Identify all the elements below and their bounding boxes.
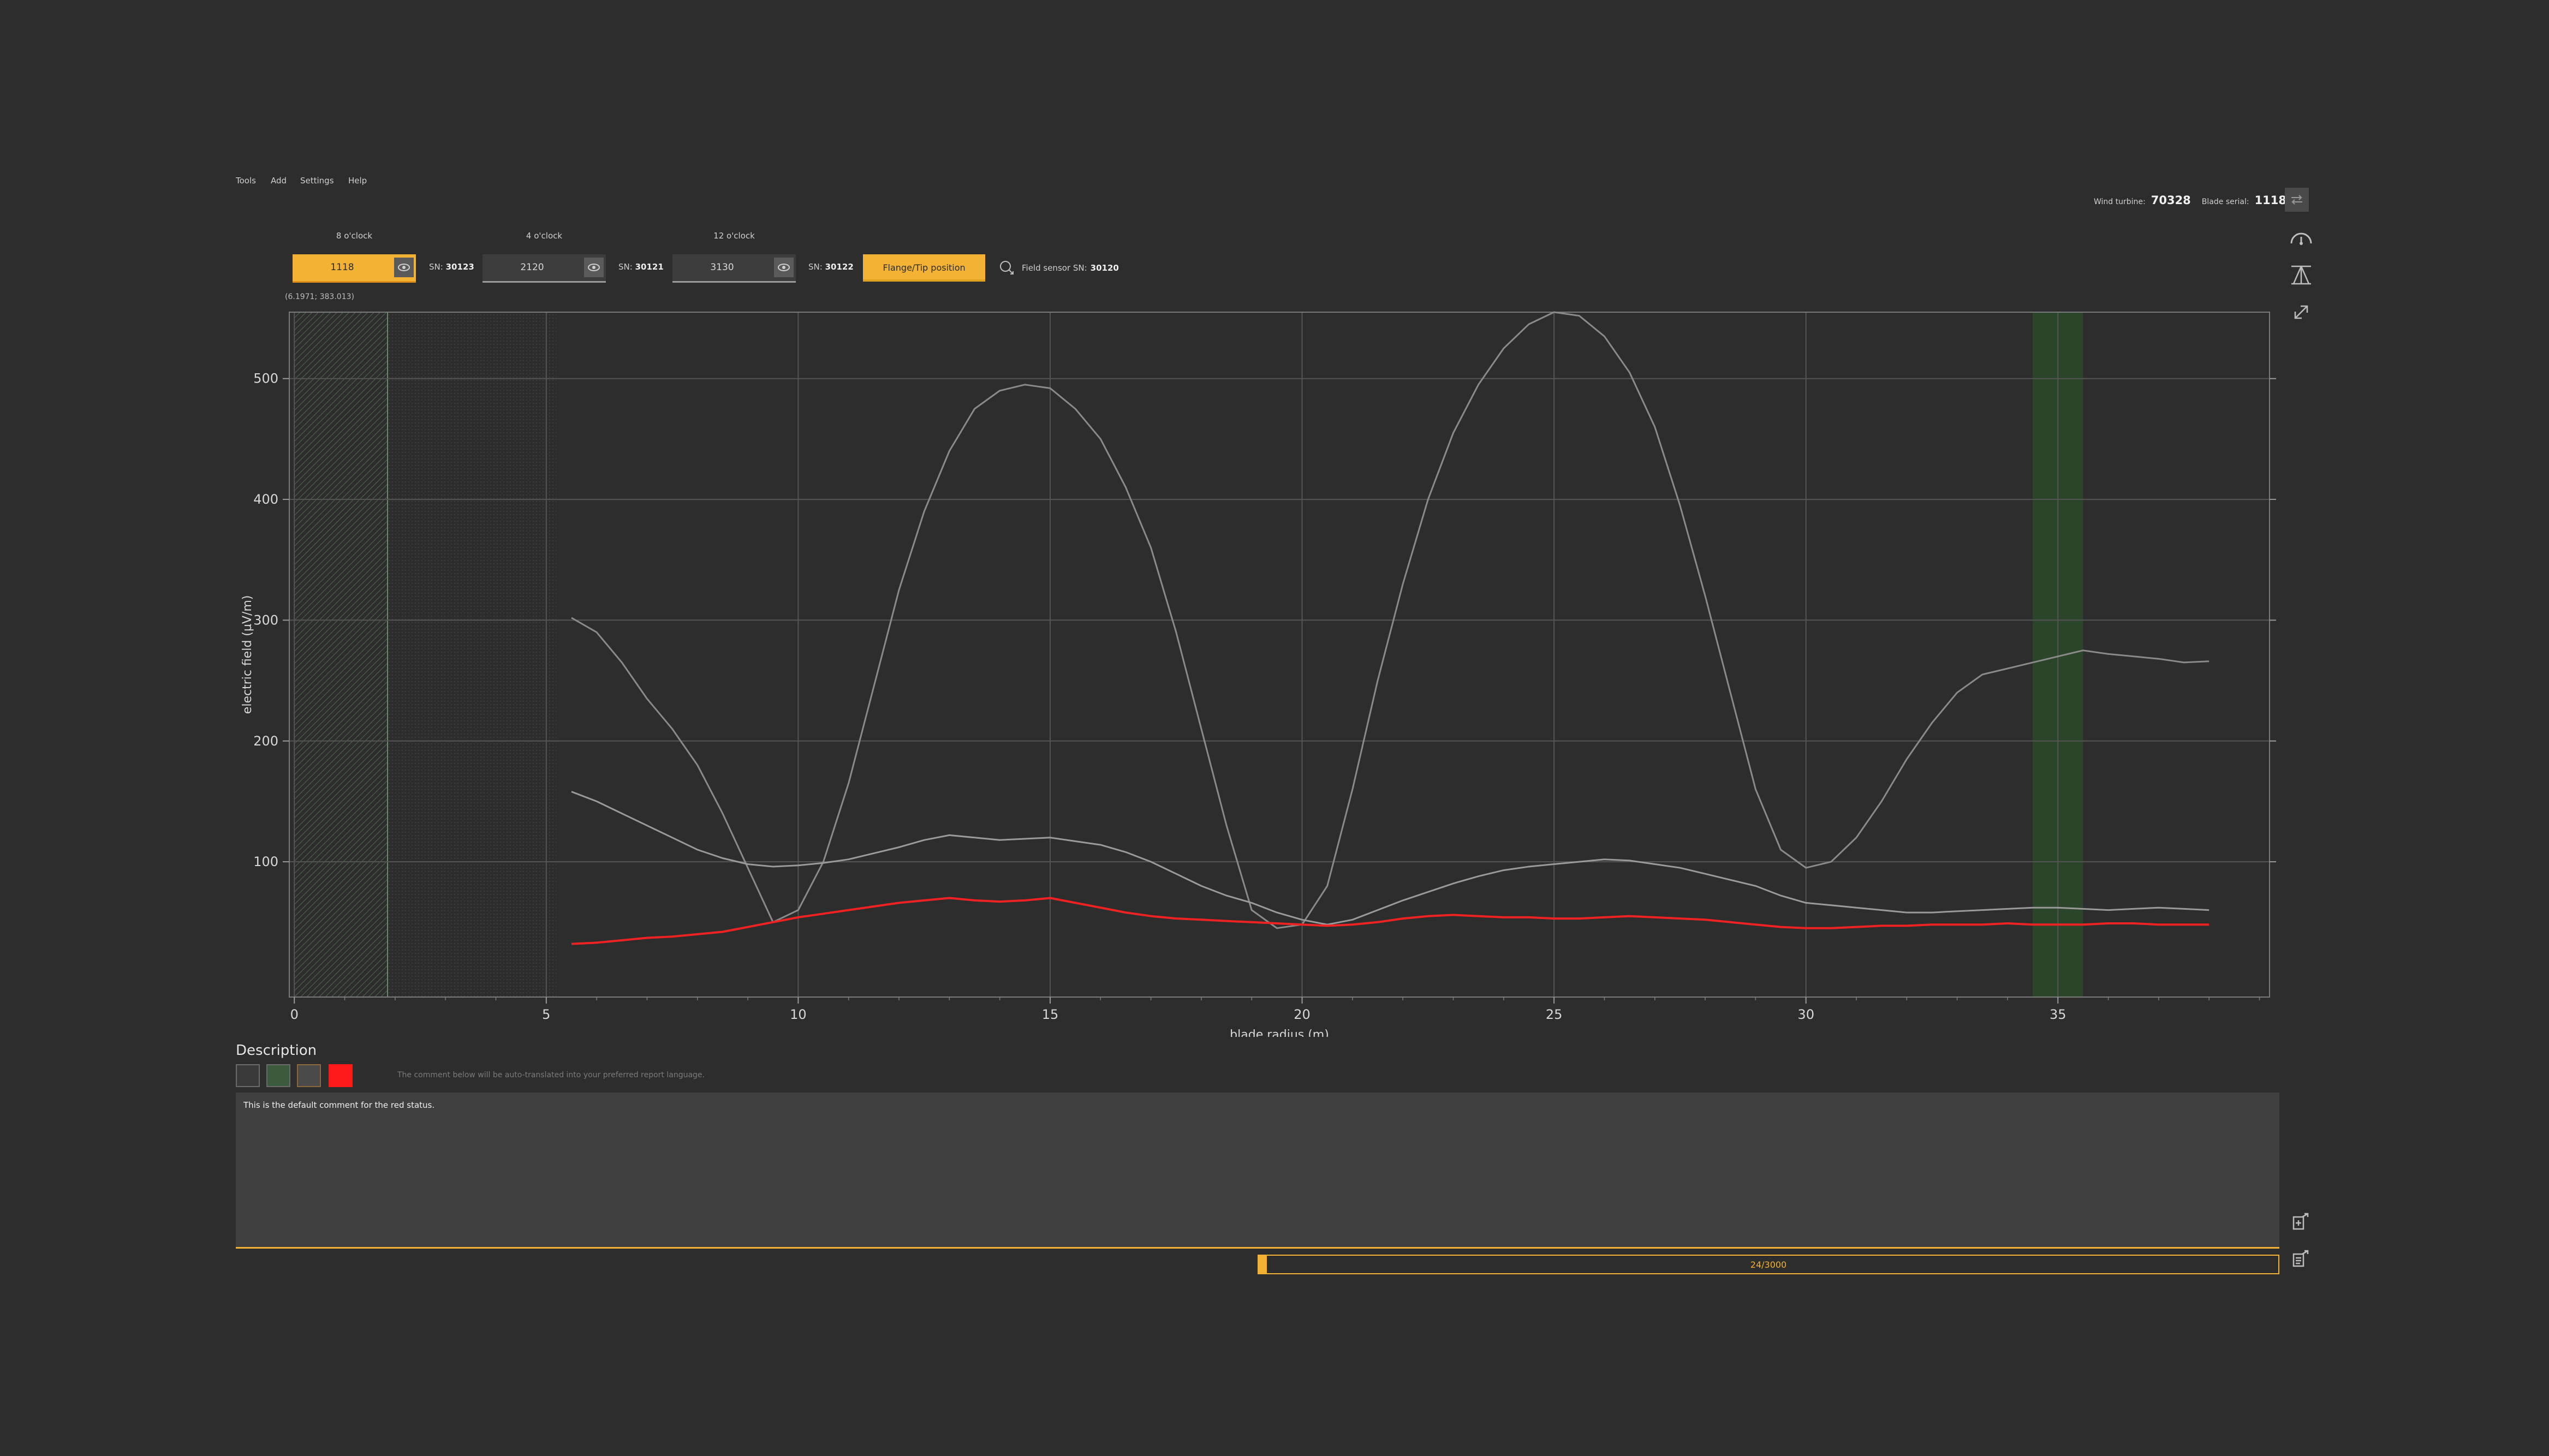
x-tick-label: 5 [542,1007,550,1022]
x-axis-label: blade radius (m) [1230,1028,1329,1037]
sensor-value-4: 2120 [520,262,544,273]
electric-field-chart: 0 5 10 15 20 25 30 35 100 200 300 400 500 blade rad… [241,311,2276,1037]
chart-series [571,311,2209,945]
eye-icon [398,264,410,271]
visibility-toggle-8[interactable] [394,258,414,277]
series-line-2 [571,791,2209,926]
gauge-button[interactable] [2287,224,2315,252]
sensor-input-12[interactable]: 3130 [672,254,796,283]
char-counter-text: 24/3000 [1750,1260,1787,1270]
clock-label-12: 12 o'clock [713,231,755,241]
clock-label-8: 8 o'clock [336,231,373,241]
y-tick-label: 500 [253,371,278,386]
gauge-icon [2290,232,2312,245]
x-tick-label: 15 [1042,1007,1059,1022]
turbine-info: Wind turbine: 70328 Blade serial: 1118 [2094,194,2286,207]
sensor-input-8[interactable]: 1118 [293,254,416,283]
export-report-button[interactable] [2287,1244,2315,1273]
menu-add[interactable]: Add [271,176,287,186]
x-tick-label: 35 [2050,1007,2066,1022]
field-sensor-icon [1000,261,1014,275]
sensor-sn-4: SN: 30121 [618,262,664,272]
status-swatch-neutral[interactable] [236,1064,260,1087]
wind-turbine-label: Wind turbine: [2094,198,2146,206]
clock-label-4: 4 o'clock [526,231,563,241]
x-tick-label: 25 [1546,1007,1563,1022]
y-tick-label: 400 [253,492,278,507]
y-axis-label: electric field (µV/m) [241,595,254,714]
eye-icon [778,264,790,271]
description-title: Description [236,1042,317,1059]
export-add-button[interactable] [2287,1207,2315,1236]
sensor-sn-8: SN: 30123 [429,262,474,272]
switch-blade-button[interactable] [2285,188,2309,212]
wind-turbine-value: 70328 [2151,194,2191,207]
blade-serial-value: 1118 [2254,194,2287,207]
region-hatched [294,312,388,997]
blade-serial-label: Blade serial: [2201,198,2249,206]
eye-icon [588,264,600,271]
status-swatch-orange[interactable] [297,1064,321,1087]
y-tick-label: 100 [253,854,278,869]
region-shaded [388,312,557,997]
sensor-value-8: 1118 [330,262,354,273]
comment-textarea[interactable]: This is the default comment for the red … [236,1093,2279,1249]
y-tick-label: 200 [253,733,278,749]
translation-hint: The comment below will be auto-translate… [397,1071,705,1079]
x-tick-label: 20 [1294,1007,1311,1022]
field-sensor-sn: 30120 [1090,263,1119,273]
plot-frame [289,312,2270,998]
menu-tools[interactable]: Tools [236,176,256,186]
status-swatch-red[interactable] [329,1064,353,1087]
flange-tip-label: Flange/Tip position [883,262,966,273]
y-axis-ticks: 100 200 300 400 500 [253,371,2276,869]
wind-turbine-button[interactable] [2287,261,2315,289]
sensor-sn-12: SN: 30122 [808,262,854,272]
expand-button[interactable] [2287,298,2315,326]
sensor-value-12: 3130 [710,262,734,273]
x-tick-label: 10 [790,1007,807,1022]
visibility-toggle-4[interactable] [584,258,604,277]
swap-icon [2291,195,2302,205]
status-swatch-green[interactable] [266,1064,290,1087]
menu-settings[interactable]: Settings [300,176,334,186]
series-line-3 [571,897,2209,945]
x-axis-ticks: 0 5 10 15 20 25 30 35 [290,997,2260,1022]
menu-help[interactable]: Help [348,176,367,186]
char-counter-fill [1259,1256,1267,1273]
expand-icon [2294,305,2308,319]
visibility-toggle-12[interactable] [774,258,794,277]
coordinate-readout: (6.1971; 383.013) [285,293,354,301]
series-line-1 [571,311,2209,929]
flange-tip-position-button[interactable]: Flange/Tip position [863,254,985,282]
flange-indicator-bar [863,279,985,282]
x-tick-label: 0 [290,1007,299,1022]
export-add-icon [2292,1213,2309,1230]
chart-grid [289,312,2270,997]
y-tick-label: 300 [253,612,278,628]
sensor-input-4[interactable]: 2120 [483,254,606,283]
chart-regions [294,312,2083,997]
export-report-icon [2292,1250,2309,1267]
x-tick-label: 30 [1797,1007,1814,1022]
wind-turbine-icon [2291,265,2311,285]
char-counter: 24/3000 [1258,1255,2279,1274]
field-sensor-label: Field sensor SN: [1022,263,1087,273]
field-sensor: Field sensor SN: 30120 [999,260,1119,276]
